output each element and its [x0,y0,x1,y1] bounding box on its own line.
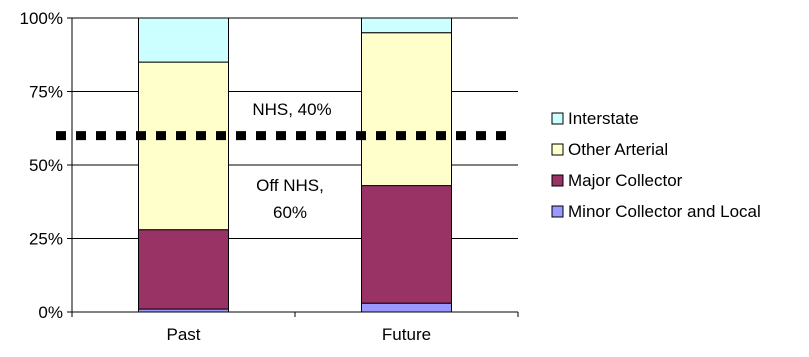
axes: 0% 25% 50% 75% 100% Past Future [20,9,519,344]
legend-swatch [551,143,564,156]
legend-label: Other Arterial [568,140,668,159]
bar-segment [138,229,229,310]
legend-swatch [551,174,564,187]
bars [138,17,452,313]
legend-swatch [551,112,564,125]
legend: Interstate Other Arterial Major Collector M… [551,109,761,221]
bar-segment [361,17,452,34]
x-tick-label: Future [382,325,431,344]
legend-label: Minor Collector and Local [568,202,761,221]
bar-segment [138,61,229,231]
legend-swatch [551,205,564,218]
legend-label: Major Collector [568,171,683,190]
annotation-off-nhs-percent: 60% [273,203,307,222]
y-tick-label: 25% [29,230,63,249]
y-tick-label: 50% [29,156,63,175]
x-tick-label: Past [166,325,200,344]
bar-segment [361,185,452,304]
annotation-nhs: NHS, 40% [252,100,331,119]
bar-segment [361,32,452,187]
bar-segment [361,302,452,313]
legend-label: Interstate [568,109,639,128]
bar-segment [138,17,229,63]
y-tick-label: 75% [29,83,63,102]
y-tick-label: 0% [38,303,63,322]
annotations: NHS, 40% Off NHS, 60% [252,100,331,222]
y-tick-label: 100% [20,9,63,28]
annotation-off-nhs: Off NHS, [256,176,324,195]
